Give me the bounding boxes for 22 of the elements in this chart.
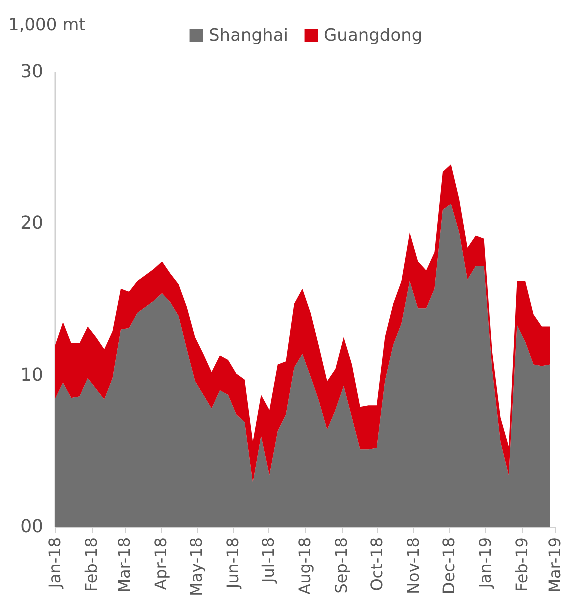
y-tick-label: 00: [20, 516, 44, 538]
y-axis-title: 1,000 mt: [8, 16, 86, 36]
x-tick-label: May-18: [187, 538, 206, 596]
x-tick-label: Aug-18: [296, 538, 314, 595]
x-tick-label: Sep-18: [332, 538, 352, 594]
y-tick-label: 20: [20, 213, 44, 234]
x-tick-label: Dec-18: [439, 538, 458, 595]
x-tick-label: Apr-18: [152, 538, 171, 590]
x-tick-label: Jun-18: [224, 538, 243, 590]
y-tick-label: 10: [20, 364, 44, 386]
x-tick-label: Jul-18: [258, 538, 278, 584]
legend-label: Shanghai: [209, 26, 288, 46]
x-tick-label: Oct-18: [367, 538, 386, 592]
y-tick-label: 30: [20, 62, 44, 82]
legend-label: Guangdong: [324, 26, 423, 46]
x-tick-label: Feb-19: [512, 538, 532, 592]
x-tick-label: Mar-18: [115, 538, 134, 593]
x-tick-label: Jan-19: [476, 538, 495, 590]
x-tick-label: Jan-18: [46, 538, 64, 590]
x-tick-label: Feb-18: [82, 538, 102, 592]
x-tick-label: Mar-19: [546, 538, 563, 593]
x-tick-label: Nov-18: [404, 538, 423, 594]
